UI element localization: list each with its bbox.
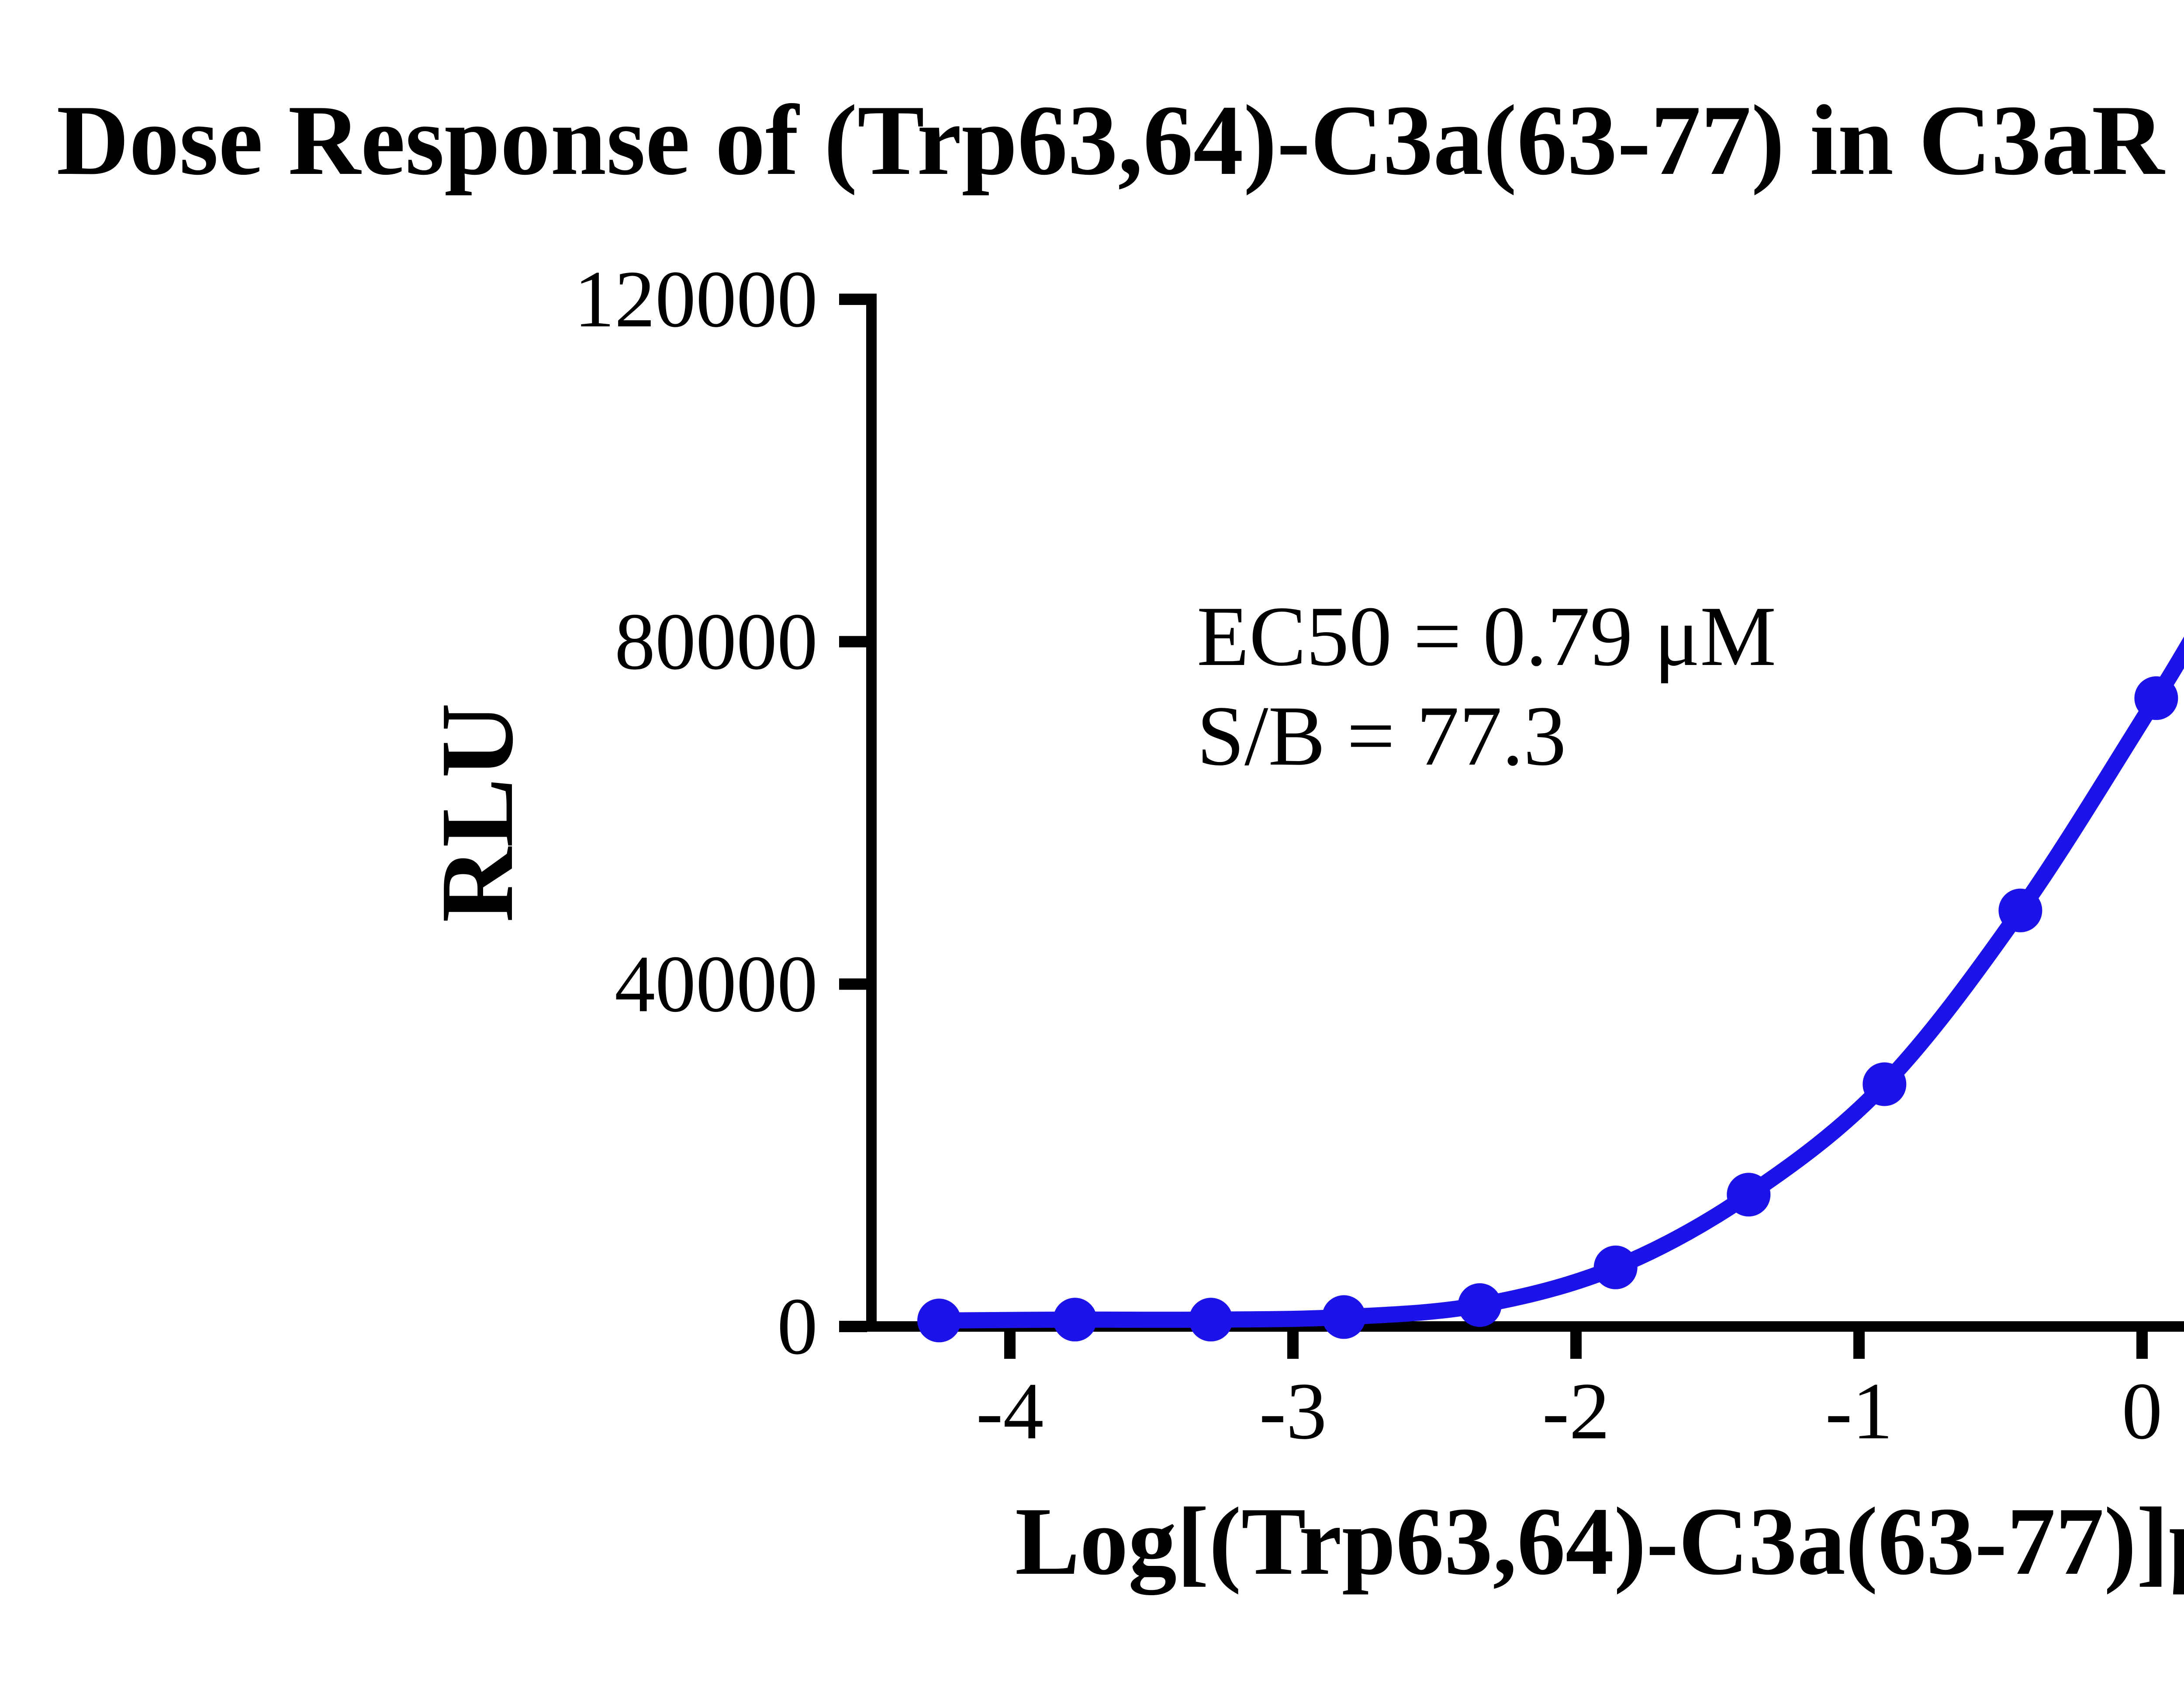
y-axis-tick-labels: 0 40000 80000 120000	[574, 254, 818, 1371]
data-point	[1863, 1062, 1907, 1106]
y-tick-label: 40000	[615, 939, 818, 1029]
data-points	[917, 676, 2178, 1343]
x-tick-label: 0	[2122, 1366, 2163, 1456]
ec50-annotation: EC50 = 0.79 μM	[1197, 589, 1776, 684]
data-point	[1053, 1298, 1097, 1342]
x-axis-ticks	[1004, 1331, 2148, 1359]
data-point	[1727, 1173, 1771, 1217]
x-axis-title: Log[(Trp63,64)-C3a(63-77)]μM	[1015, 1488, 2184, 1595]
dose-response-curve	[931, 636, 2184, 1329]
data-point	[1322, 1295, 1366, 1339]
y-axis-ticks	[839, 293, 867, 1332]
y-tick-label: 80000	[615, 597, 818, 687]
data-point	[1458, 1283, 1502, 1327]
x-axis-tick-labels: -4-3-2-101	[976, 1366, 2163, 1456]
sb-annotation: S/B = 77.3	[1197, 689, 1566, 783]
y-axis-title: RLU	[420, 703, 535, 923]
data-point	[1189, 1298, 1233, 1342]
chart-title: Dose Response of (Trp63,64)-C3a(63-77) i…	[56, 84, 2184, 196]
y-tick-label: 0	[777, 1281, 818, 1371]
data-point	[917, 1299, 961, 1343]
data-point	[2134, 676, 2178, 720]
data-point	[1998, 888, 2042, 932]
x-tick-label: -1	[1825, 1366, 1893, 1456]
x-tick-label: -4	[976, 1366, 1044, 1456]
y-tick-label: 120000	[574, 254, 818, 344]
x-tick-label: -3	[1259, 1366, 1327, 1456]
data-point	[1593, 1245, 1638, 1289]
axes	[866, 293, 2184, 1332]
x-tick-label: -2	[1542, 1366, 1610, 1456]
